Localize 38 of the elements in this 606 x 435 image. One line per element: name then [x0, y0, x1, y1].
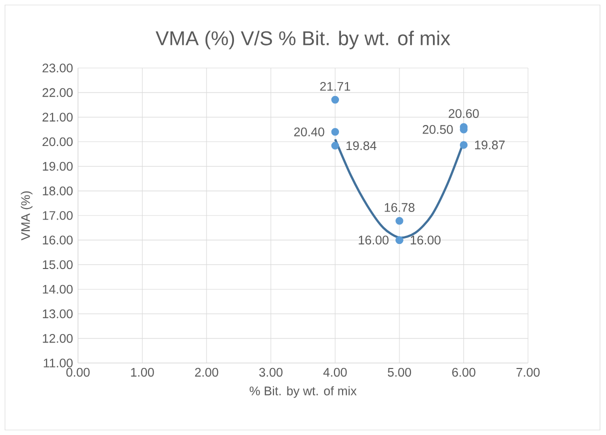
y-tick-label: 12.00	[42, 334, 73, 343]
y-tick-label: 22.00	[42, 88, 73, 97]
y-tick-label: 13.00	[42, 309, 73, 318]
data-label: 21.71	[320, 82, 350, 91]
data-label: 20.60	[448, 109, 479, 118]
x-tick-label: 2.00	[195, 368, 218, 377]
x-tick-label: 7.00	[516, 368, 540, 377]
x-axis-title: % Bit. by wt. of mix	[250, 386, 357, 398]
data-label: 16.00	[410, 236, 441, 244]
y-axis-title: VMA (%)	[20, 191, 32, 240]
y-tick-label: 23.00	[42, 64, 73, 72]
chart-title: VMA (%) V/S % Bit. by wt. of mix	[156, 30, 450, 50]
x-tick-label: 6.00	[452, 368, 476, 377]
x-tick-label: 0.00	[66, 368, 90, 377]
y-tick-label: 11.00	[44, 358, 73, 368]
data-label: 20.50	[422, 125, 453, 134]
data-label: 19.87	[475, 140, 505, 150]
point	[460, 141, 468, 149]
point	[331, 96, 340, 104]
y-tick-label: 18.00	[42, 186, 73, 196]
x-tick-label: 5.00	[388, 368, 412, 377]
x-tick-label: 3.00	[259, 368, 282, 377]
data-label: 16.78	[384, 203, 414, 212]
y-tick-label: 16.00	[42, 236, 73, 244]
point	[331, 128, 340, 136]
data-label: 19.84	[346, 141, 376, 150]
x-tick-label: 1.00	[131, 368, 154, 377]
data-label: 16.00	[358, 236, 389, 244]
y-tick-label: 21.00	[42, 112, 73, 122]
data-label: 20.40	[294, 128, 324, 136]
y-tick-label: 20.00	[42, 137, 73, 146]
y-tick-label: 19.00	[42, 162, 73, 171]
point	[396, 217, 404, 225]
y-tick-label: 17.00	[42, 211, 73, 220]
y-tick-label: 14.00	[42, 284, 73, 294]
x-tick-label: 4.00	[323, 368, 347, 377]
y-tick-label: 15.00	[42, 260, 73, 270]
point	[331, 142, 340, 150]
